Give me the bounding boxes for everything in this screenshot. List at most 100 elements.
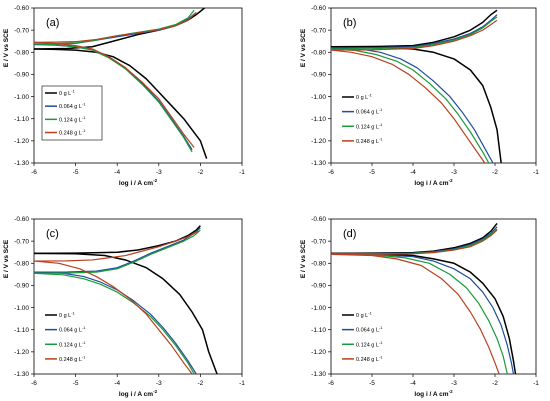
panel-tag: (b) bbox=[343, 17, 356, 29]
series-line-anodic bbox=[331, 14, 498, 49]
x-tick-label: -4 bbox=[114, 380, 120, 387]
legend-entry: 0.248 g L-1 bbox=[356, 354, 383, 363]
x-tick-label: -5 bbox=[369, 169, 375, 176]
x-tick-label: -3 bbox=[156, 169, 162, 176]
series-line-anodic bbox=[331, 9, 498, 48]
y-tick-label: -0.90 bbox=[311, 283, 326, 290]
series-line-cathodic bbox=[331, 253, 500, 374]
x-tick-label: -5 bbox=[73, 380, 79, 387]
plot-area bbox=[330, 7, 537, 164]
legend-entry: 0.064 g L-1 bbox=[356, 107, 383, 116]
legend-entry: 0 g L-1 bbox=[356, 311, 373, 320]
x-axis-label: log i / A cm-2 bbox=[414, 178, 453, 187]
plot-area bbox=[33, 7, 243, 164]
legend-entry: 0 g L-1 bbox=[59, 311, 76, 320]
y-tick-label: -0.60 bbox=[14, 5, 29, 12]
x-tick-label: -1 bbox=[239, 380, 245, 387]
chart-panel-1: -6 -5 -4 -3 -2 -1 -0.60 -0.70 -0.80 -0.90 -1.00 -1.… bbox=[3, 5, 245, 187]
plot-area bbox=[33, 218, 243, 375]
series-line-cathodic bbox=[331, 252, 517, 374]
series-line-cathodic bbox=[331, 48, 490, 163]
series-line-cathodic bbox=[331, 253, 508, 374]
x-tick-label: -1 bbox=[533, 169, 539, 176]
series-line-cathodic bbox=[331, 46, 502, 163]
y-tick-label: -1.00 bbox=[311, 94, 326, 101]
series-line-anodic bbox=[331, 19, 498, 51]
x-tick-label: -3 bbox=[451, 169, 457, 176]
y-tick-label: -1.20 bbox=[14, 349, 29, 356]
x-tick-label: -6 bbox=[31, 169, 37, 176]
y-tick-label: -1.10 bbox=[311, 327, 326, 334]
y-tick-label: -0.90 bbox=[311, 72, 326, 79]
x-tick-label: -2 bbox=[198, 380, 204, 387]
y-tick-label: -0.80 bbox=[311, 260, 326, 267]
x-tick-label: -4 bbox=[114, 169, 120, 176]
series-line-cathodic bbox=[34, 41, 195, 148]
x-tick-label: -2 bbox=[198, 169, 204, 176]
x-tick-label: -1 bbox=[533, 380, 539, 387]
y-tick-label: -1.00 bbox=[14, 94, 29, 101]
legend-entry: 0.248 g L-1 bbox=[59, 354, 86, 363]
y-tick-label: -0.90 bbox=[14, 283, 29, 290]
y-tick-label: -1.30 bbox=[14, 160, 29, 167]
y-tick-label: -0.70 bbox=[311, 238, 326, 245]
y-axis-label: E / V vs SCE bbox=[3, 239, 10, 278]
legend-entry: 0.124 g L-1 bbox=[356, 122, 383, 131]
panel-tag: (c) bbox=[46, 228, 59, 240]
x-tick-label: -3 bbox=[156, 380, 162, 387]
x-tick-label: -2 bbox=[492, 169, 498, 176]
y-tick-label: -0.80 bbox=[311, 49, 326, 56]
y-tick-label: -1.00 bbox=[311, 305, 326, 312]
x-tick-label: -6 bbox=[31, 380, 37, 387]
x-tick-label: -5 bbox=[369, 380, 375, 387]
x-axis-label: log i / A cm-2 bbox=[119, 389, 158, 398]
series-line-anodic bbox=[34, 227, 201, 273]
y-tick-label: -0.80 bbox=[14, 49, 29, 56]
series-line-anodic bbox=[34, 225, 201, 255]
legend-entry: 0.124 g L-1 bbox=[59, 115, 86, 124]
x-axis-label: log i / A cm-2 bbox=[119, 178, 158, 187]
x-tick-label: -2 bbox=[492, 380, 498, 387]
legend-entry: 0 g L-1 bbox=[356, 93, 373, 102]
legend-entry: 0.124 g L-1 bbox=[356, 340, 383, 349]
legend-entry: 0 g L-1 bbox=[59, 89, 76, 98]
legend-entry: 0.124 g L-1 bbox=[59, 340, 86, 349]
x-tick-label: -6 bbox=[328, 380, 334, 387]
x-tick-label: -1 bbox=[239, 169, 245, 176]
series-line-anodic bbox=[34, 8, 206, 50]
y-tick-label: -1.20 bbox=[311, 138, 326, 145]
y-tick-label: -1.30 bbox=[14, 371, 29, 378]
legend-entry: 0.064 g L-1 bbox=[59, 102, 86, 111]
y-tick-label: -0.70 bbox=[311, 27, 326, 34]
series-line-anodic bbox=[34, 11, 197, 43]
y-tick-label: -1.10 bbox=[14, 116, 29, 123]
chart-panel-3: -6 -5 -4 -3 -2 -1 -0.60 -0.70 -0.80 -0.90 -1.00 -1.… bbox=[3, 216, 245, 398]
legend-box bbox=[41, 85, 103, 141]
series-line-cathodic bbox=[34, 252, 218, 374]
y-tick-label: -0.80 bbox=[14, 260, 29, 267]
x-tick-label: -6 bbox=[328, 169, 334, 176]
legend-entry: 0.064 g L-1 bbox=[59, 325, 86, 334]
y-axis-label: E / V vs SCE bbox=[300, 28, 307, 67]
y-tick-label: -1.00 bbox=[14, 305, 29, 312]
series-line-anodic bbox=[331, 229, 498, 256]
series-line-cathodic bbox=[34, 48, 208, 159]
y-tick-label: -0.90 bbox=[14, 72, 29, 79]
panel-tag: (a) bbox=[46, 17, 59, 29]
y-tick-label: -0.60 bbox=[311, 216, 326, 223]
plot-area bbox=[330, 218, 537, 375]
y-tick-label: -0.60 bbox=[14, 216, 29, 223]
y-tick-label: -0.70 bbox=[14, 238, 29, 245]
series-line-cathodic bbox=[34, 260, 193, 374]
y-axis-label: E / V vs SCE bbox=[3, 28, 10, 67]
series-line-cathodic bbox=[331, 47, 494, 163]
y-tick-label: -1.10 bbox=[311, 116, 326, 123]
chart-panel-4: -6 -5 -4 -3 -2 -1 -0.60 -0.70 -0.80 -0.90 -1.00 -1.… bbox=[300, 216, 539, 398]
y-axis-label: E / V vs SCE bbox=[300, 239, 307, 278]
x-tick-label: -3 bbox=[451, 380, 457, 387]
x-axis-label: log i / A cm-2 bbox=[414, 389, 453, 398]
legend-entry: 0.248 g L-1 bbox=[356, 136, 383, 145]
x-tick-label: -4 bbox=[410, 169, 416, 176]
x-tick-label: -5 bbox=[73, 169, 79, 176]
